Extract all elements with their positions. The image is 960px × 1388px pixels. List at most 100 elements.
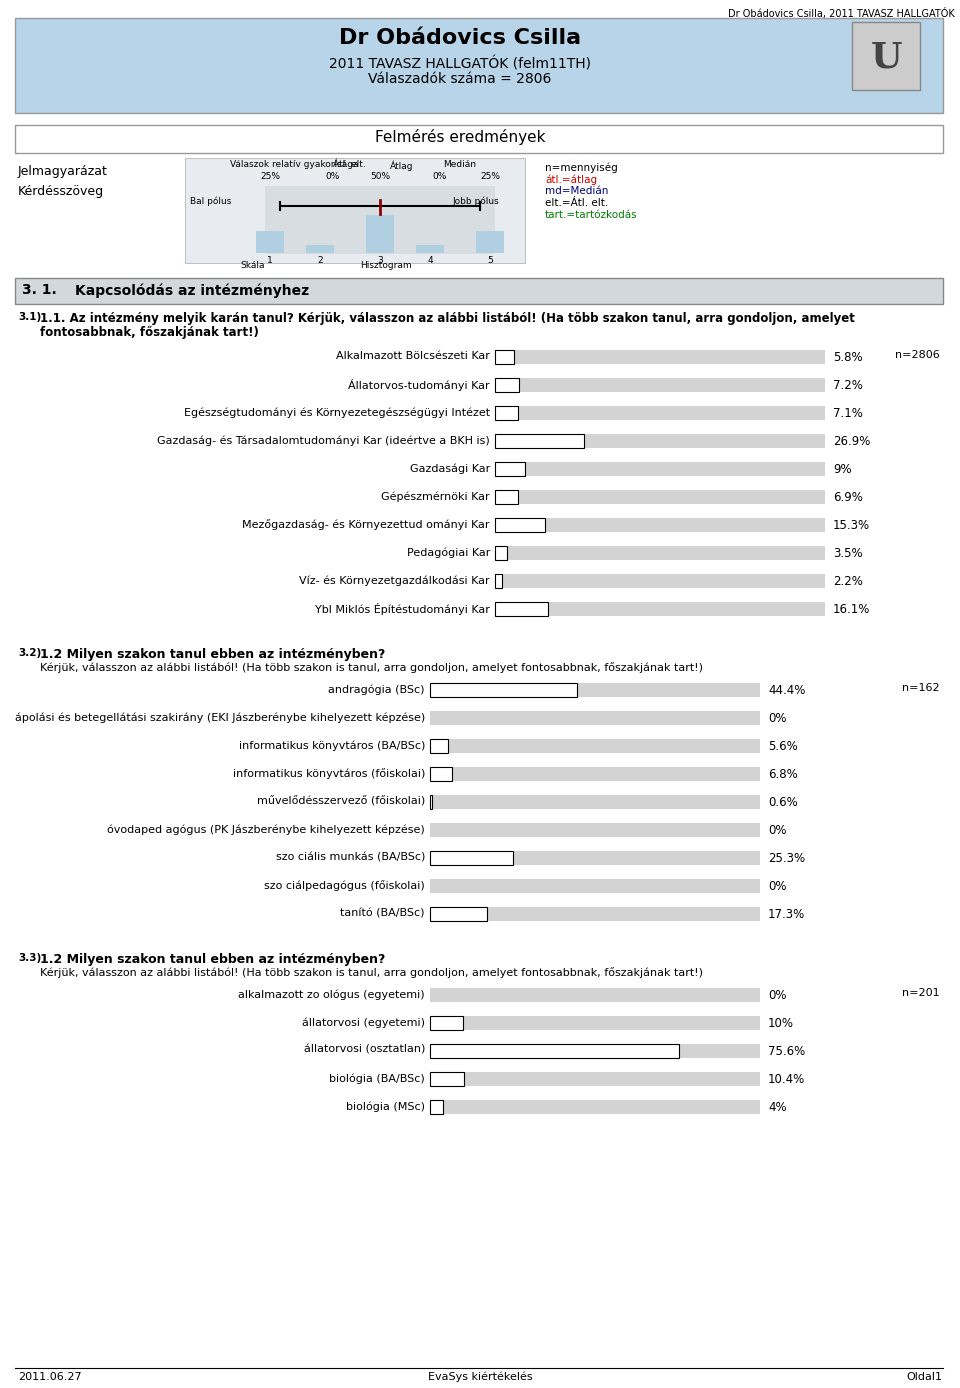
Text: 3: 3 bbox=[377, 255, 383, 265]
Text: 75.6%: 75.6% bbox=[768, 1045, 805, 1058]
Text: andragógia (BSc): andragógia (BSc) bbox=[328, 684, 425, 694]
Text: Mezőgazdaság- és Környezettud ományi Kar: Mezőgazdaság- és Környezettud ományi Kar bbox=[243, 519, 490, 530]
Text: 44.4%: 44.4% bbox=[768, 684, 805, 697]
Text: Kérdésszöveg: Kérdésszöveg bbox=[18, 185, 104, 198]
Text: Átlag: Átlag bbox=[390, 160, 414, 171]
Text: 25%: 25% bbox=[480, 172, 500, 180]
Text: fontosabbnak, főszakjának tart!): fontosabbnak, főszakjának tart!) bbox=[40, 326, 259, 339]
Bar bbox=[15, 278, 943, 304]
Bar bbox=[495, 602, 548, 616]
Bar bbox=[256, 230, 284, 253]
Text: Jobb pólus: Jobb pólus bbox=[452, 196, 499, 205]
Text: 5.8%: 5.8% bbox=[833, 351, 863, 364]
Bar bbox=[495, 350, 825, 364]
Bar bbox=[15, 18, 943, 112]
Text: biológia (BA/BSc): biológia (BA/BSc) bbox=[329, 1073, 425, 1084]
Text: Bal pólus: Bal pólus bbox=[190, 196, 231, 205]
Text: 0%: 0% bbox=[768, 880, 786, 892]
Bar bbox=[476, 230, 504, 253]
Bar bbox=[430, 906, 760, 922]
Text: 7.2%: 7.2% bbox=[833, 379, 863, 391]
Bar bbox=[430, 683, 760, 697]
Text: 0%: 0% bbox=[433, 172, 447, 180]
Text: Átl. elt.: Átl. elt. bbox=[333, 160, 366, 169]
Text: Kapcsolódás az intézményhez: Kapcsolódás az intézményhez bbox=[75, 283, 309, 297]
Bar bbox=[430, 795, 432, 809]
Bar bbox=[430, 879, 760, 892]
Text: Állatorvos-tudományi Kar: Állatorvos-tudományi Kar bbox=[348, 379, 490, 391]
Bar bbox=[366, 215, 394, 253]
Bar bbox=[430, 1044, 680, 1058]
Text: EvaSys kiértékelés: EvaSys kiértékelés bbox=[428, 1371, 532, 1382]
Bar bbox=[430, 906, 487, 922]
Text: 5: 5 bbox=[487, 255, 492, 265]
Bar bbox=[852, 22, 920, 90]
Text: Alkalmazott Bölcsészeti Kar: Alkalmazott Bölcsészeti Kar bbox=[336, 351, 490, 361]
Bar bbox=[495, 378, 825, 391]
Bar bbox=[495, 518, 545, 532]
Bar bbox=[430, 851, 760, 865]
Text: Gépészmérnöki Kar: Gépészmérnöki Kar bbox=[381, 491, 490, 501]
Text: biológia (MSc): biológia (MSc) bbox=[346, 1101, 425, 1112]
Text: művelődésszervező (főiskolai): művelődésszervező (főiskolai) bbox=[256, 795, 425, 806]
Text: 50%: 50% bbox=[370, 172, 390, 180]
Bar bbox=[430, 823, 760, 837]
Bar bbox=[430, 1044, 760, 1058]
Text: Hisztogram: Hisztogram bbox=[360, 261, 412, 271]
Bar bbox=[495, 518, 825, 532]
Bar bbox=[265, 186, 495, 254]
Bar bbox=[495, 378, 518, 391]
Text: 17.3%: 17.3% bbox=[768, 908, 805, 922]
Text: Gazdaság- és Társadalomtudományi Kar (ideértve a BKH is): Gazdaság- és Társadalomtudományi Kar (id… bbox=[157, 434, 490, 446]
Text: informatikus könyvtáros (BA/BSc): informatikus könyvtáros (BA/BSc) bbox=[239, 740, 425, 751]
Text: 1.2 Milyen szakon tanul ebben az intézményben?: 1.2 Milyen szakon tanul ebben az intézmé… bbox=[40, 954, 385, 966]
Text: 25%: 25% bbox=[260, 172, 280, 180]
Bar bbox=[185, 158, 525, 262]
Text: 0%: 0% bbox=[325, 172, 340, 180]
Text: állatorvosi (egyetemi): állatorvosi (egyetemi) bbox=[302, 1017, 425, 1027]
Text: 0%: 0% bbox=[768, 824, 786, 837]
Bar bbox=[495, 462, 525, 476]
Text: Skála: Skála bbox=[240, 261, 265, 271]
Text: Válaszok relatív gyakorisága: Válaszok relatív gyakorisága bbox=[230, 160, 358, 169]
Bar bbox=[430, 1016, 463, 1030]
Text: alkalmazott zo ológus (egyetemi): alkalmazott zo ológus (egyetemi) bbox=[238, 990, 425, 999]
Text: 4: 4 bbox=[427, 255, 433, 265]
Bar bbox=[430, 988, 760, 1002]
Text: 10%: 10% bbox=[768, 1017, 794, 1030]
Text: 2011 TAVASZ HALLGATÓK (felm11TH): 2011 TAVASZ HALLGATÓK (felm11TH) bbox=[329, 56, 591, 71]
Text: Medián: Medián bbox=[443, 160, 476, 169]
Text: md=Medián: md=Medián bbox=[545, 186, 609, 196]
Bar bbox=[495, 434, 584, 448]
Bar bbox=[430, 851, 514, 865]
Bar bbox=[495, 490, 825, 504]
Bar bbox=[430, 795, 760, 809]
Text: szo ciálpedagógus (főiskolai): szo ciálpedagógus (főiskolai) bbox=[264, 880, 425, 891]
Text: 4%: 4% bbox=[768, 1101, 786, 1115]
Text: 5.6%: 5.6% bbox=[768, 740, 798, 754]
Bar bbox=[430, 738, 760, 754]
Text: 25.3%: 25.3% bbox=[768, 852, 805, 865]
Text: 9%: 9% bbox=[833, 464, 852, 476]
Text: Dr Obádovics Csilla: Dr Obádovics Csilla bbox=[339, 28, 581, 49]
Bar bbox=[430, 1101, 444, 1115]
Text: n=201: n=201 bbox=[902, 988, 940, 998]
Text: 7.1%: 7.1% bbox=[833, 407, 863, 421]
Bar bbox=[495, 545, 507, 559]
Text: Dr Obádovics Csilla, 2011 TAVASZ HALLGATÓK: Dr Obádovics Csilla, 2011 TAVASZ HALLGAT… bbox=[729, 8, 955, 19]
Text: Jelmagyarázat: Jelmagyarázat bbox=[18, 165, 108, 178]
Bar bbox=[495, 575, 502, 589]
Text: Gazdasági Kar: Gazdasági Kar bbox=[410, 464, 490, 473]
Bar bbox=[430, 1072, 760, 1085]
Text: 2011.06.27: 2011.06.27 bbox=[18, 1371, 82, 1382]
Text: 2.2%: 2.2% bbox=[833, 575, 863, 589]
Text: 1: 1 bbox=[267, 255, 273, 265]
Bar bbox=[430, 683, 577, 697]
Bar bbox=[495, 575, 825, 589]
Text: tart.=tartózkodás: tart.=tartózkodás bbox=[545, 210, 637, 221]
Bar bbox=[495, 407, 518, 421]
Bar bbox=[15, 125, 943, 153]
Bar bbox=[495, 545, 825, 559]
Text: Ybl Miklós Építéstudományi Kar: Ybl Miklós Építéstudományi Kar bbox=[315, 602, 490, 615]
Text: 3.1): 3.1) bbox=[18, 312, 41, 322]
